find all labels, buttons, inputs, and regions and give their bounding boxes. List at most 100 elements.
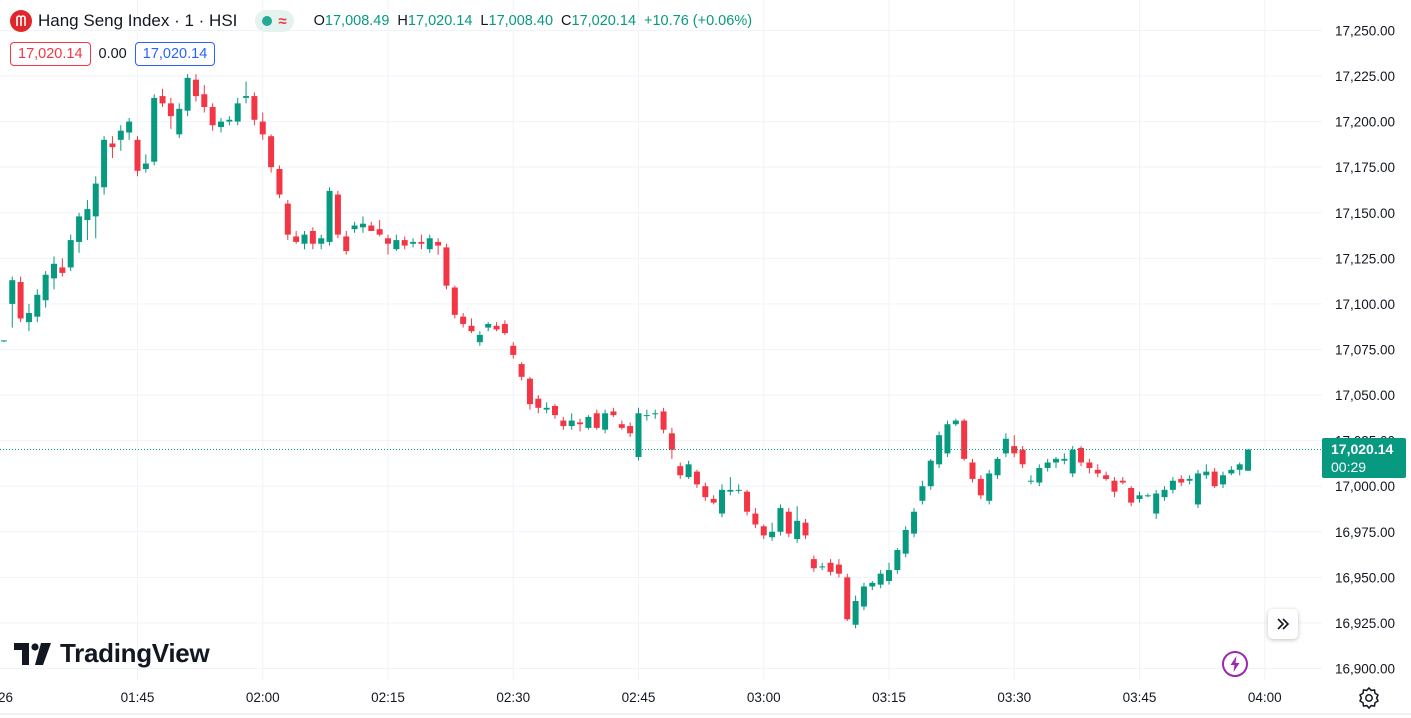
candle-body (192, 79, 199, 97)
candle-body (1169, 480, 1176, 490)
candle-body (710, 498, 717, 503)
candle-body (810, 559, 817, 569)
candle (568, 413, 575, 430)
candle-body (1086, 462, 1093, 468)
candle (460, 313, 467, 328)
candle (1211, 467, 1218, 489)
time-tick-label: 04:00 (1248, 690, 1282, 705)
candle (0, 340, 7, 343)
candle-body (977, 478, 984, 496)
candle (685, 460, 692, 479)
candle (1061, 453, 1068, 465)
candle (276, 165, 283, 199)
ohlc-values: O17,008.49 H17,020.14 L17,008.40 C17,020… (313, 13, 753, 29)
time-tick-label: 02:30 (496, 690, 530, 705)
candle (752, 508, 759, 529)
price-tick-label: 17,250.00 (1335, 23, 1395, 38)
candle-body (51, 263, 57, 279)
candle-body (84, 209, 91, 221)
candle (1111, 477, 1118, 498)
candle (610, 407, 617, 417)
double-chevron-right-icon (1277, 618, 1290, 630)
candle-body (1153, 493, 1160, 514)
candle (994, 457, 1001, 479)
candle (1220, 471, 1226, 489)
candle-body (1236, 464, 1243, 470)
candle-body (1186, 478, 1193, 481)
candle-body (318, 238, 325, 244)
candle (301, 230, 308, 250)
grid-lines (0, 0, 1322, 680)
candle (952, 418, 959, 427)
candle (660, 407, 667, 434)
candle-body (176, 108, 183, 135)
candle-body (1136, 495, 1143, 499)
candle-body (693, 471, 700, 485)
price-tick-label: 17,075.00 (1335, 342, 1395, 357)
candle (827, 559, 834, 576)
price-tick-label: 17,100.00 (1335, 297, 1395, 312)
buy-price-button[interactable]: 17,020.14 (134, 42, 216, 66)
scroll-to-realtime-button[interactable] (1268, 609, 1298, 639)
candle (1011, 435, 1018, 458)
symbol-legend: Hang Seng Index · 1 · HSI ≈ O17,008.49 H… (10, 9, 752, 33)
candle (593, 409, 600, 430)
candle-body (426, 238, 433, 250)
candle (719, 484, 725, 518)
candle-body (243, 96, 250, 98)
candle (401, 236, 408, 250)
candle-body (309, 230, 316, 244)
candle-body (326, 190, 333, 242)
candle (643, 409, 650, 421)
candle-body (1245, 449, 1252, 471)
candle-body (610, 411, 617, 416)
lightning-bolt-icon[interactable] (1221, 650, 1249, 683)
candle-body (969, 462, 976, 479)
candle (167, 97, 174, 129)
market-status-pill[interactable]: ≈ (255, 10, 294, 32)
candle-body (1119, 480, 1126, 483)
candle (84, 199, 91, 241)
candle (25, 303, 32, 332)
candle-body (218, 121, 224, 128)
tradingview-logo[interactable]: TradingView (14, 638, 210, 669)
candle (410, 238, 417, 248)
candle-body (1044, 462, 1051, 468)
candle-body (493, 325, 500, 330)
candle (627, 422, 634, 437)
candle-body (835, 564, 842, 574)
candle-body (518, 364, 525, 377)
candle (585, 415, 592, 430)
time-tick-label: 02:45 (622, 690, 656, 705)
symbol-logo-icon[interactable] (10, 10, 32, 32)
candle-body (418, 241, 425, 244)
candle (34, 289, 41, 323)
candle (777, 504, 784, 536)
price-axis[interactable]: 16,900.00 16,925.00 16,950.00 16,975.00 17,0… (1335, 23, 1395, 676)
candle-body (1111, 480, 1118, 492)
candle (919, 480, 926, 505)
spread-value: 0.00 (98, 46, 127, 62)
candle (810, 555, 817, 572)
sell-price-button[interactable]: 17,020.14 (10, 42, 91, 66)
candle-body (944, 424, 951, 454)
candle (618, 420, 625, 430)
candle-body (368, 225, 375, 231)
price-tick-label: 16,900.00 (1335, 662, 1395, 677)
candle-body (577, 422, 584, 425)
candle-body (385, 238, 391, 244)
candle (735, 484, 742, 494)
candle (501, 320, 508, 335)
gear-icon[interactable] (1358, 686, 1380, 714)
candle (652, 409, 659, 419)
time-axis[interactable]: 26 01:45 02:00 02:15 02:30 02:45 03:00 03:15 03:… (0, 690, 1282, 705)
candle-body (401, 240, 408, 246)
candle-body (727, 489, 734, 492)
candle (1245, 449, 1252, 471)
candle (1078, 446, 1085, 467)
candle-body (1128, 488, 1135, 503)
candle-body (142, 163, 149, 169)
symbol-title[interactable]: Hang Seng Index · 1 · HSI (38, 11, 238, 30)
candle (1236, 462, 1243, 476)
